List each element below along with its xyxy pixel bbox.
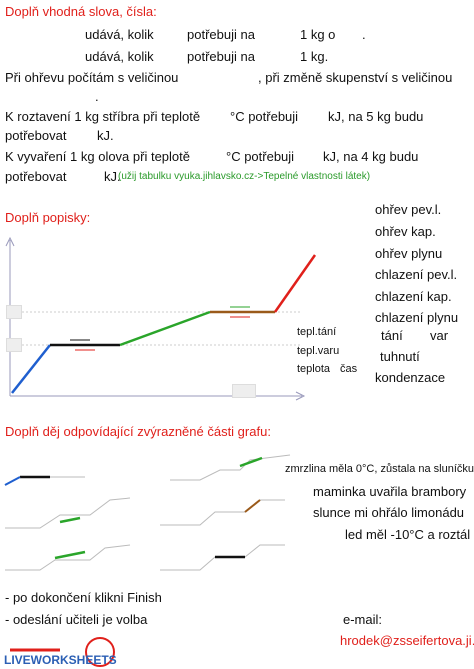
text: potřebovat	[5, 128, 67, 143]
word: kondenzace	[375, 370, 446, 385]
email[interactable]: hrodek@zsseifertova.ji.cz	[340, 633, 474, 648]
mini-graphs	[4, 454, 291, 571]
graph-label: teplota	[297, 363, 331, 375]
text: udává, kolik	[85, 49, 154, 64]
word: chlazení kap.	[375, 289, 452, 304]
input-box[interactable]	[6, 305, 22, 319]
text: potřebuji na	[187, 49, 255, 64]
title: Doplň vhodná slova, čísla:	[5, 4, 157, 19]
title: Doplň popisky:	[5, 210, 91, 225]
graph-label: tepl.varu	[297, 345, 340, 357]
main-graph	[5, 236, 317, 401]
word: var	[430, 328, 449, 343]
text: .	[362, 27, 366, 42]
text: K vyvaření 1 kg olova při teplotě	[5, 149, 190, 164]
text: Při ohřevu počítám s veličinou	[5, 70, 179, 85]
option: maminka uvařila brambory	[313, 484, 467, 499]
note: - po dokončení klikni Finish	[5, 590, 162, 605]
graph-label: čas	[340, 363, 358, 375]
text: potřebuji na	[187, 27, 255, 42]
word: chlazení pev.l.	[375, 267, 458, 282]
text: K roztavení 1 kg stříbra při teplotě	[5, 109, 201, 124]
text: °C potřebuji	[226, 149, 295, 164]
text: kJ, na 5 kg budu	[328, 109, 424, 124]
word: ohřev kap.	[375, 224, 436, 239]
note: - odeslání učiteli je volba	[5, 612, 148, 627]
text: kJ.	[104, 169, 121, 184]
text: kJ.	[97, 128, 114, 143]
word: ohřev plynu	[375, 246, 443, 261]
word: ohřev pev.l.	[375, 202, 442, 217]
input-box[interactable]	[232, 384, 256, 398]
text: 1 kg o	[300, 27, 336, 42]
text: udává, kolik	[85, 27, 154, 42]
input-box[interactable]	[6, 338, 22, 352]
logo-icon	[10, 637, 115, 667]
option: slunce mi ohřálo limonádu	[313, 505, 465, 520]
word: tuhnutí	[380, 349, 420, 364]
word: chlazení plynu	[375, 310, 459, 325]
text: °C potřebuji	[230, 109, 299, 124]
text: kJ, na 4 kg budu	[323, 149, 419, 164]
text: 1 kg.	[300, 49, 329, 64]
word: tání	[381, 328, 403, 343]
graph-label: tepl.tání	[297, 326, 337, 338]
option: zmrzlina měla 0°C, zůstala na sluníčku	[285, 463, 474, 475]
logo: LIVEWORKSHEETS	[4, 653, 117, 667]
text: potřebovat	[5, 169, 67, 184]
text: , při změně skupenství s veličinou	[258, 70, 453, 85]
text: .	[95, 89, 99, 104]
email-label: e-mail:	[343, 612, 383, 627]
option: led měl -10°C a roztál	[345, 527, 471, 542]
title: Doplň děj odpovídající zvýrazněné části …	[5, 424, 271, 439]
hint: (užij tabulku vyuka.jihlavsko.cz->Tepeln…	[118, 171, 371, 182]
